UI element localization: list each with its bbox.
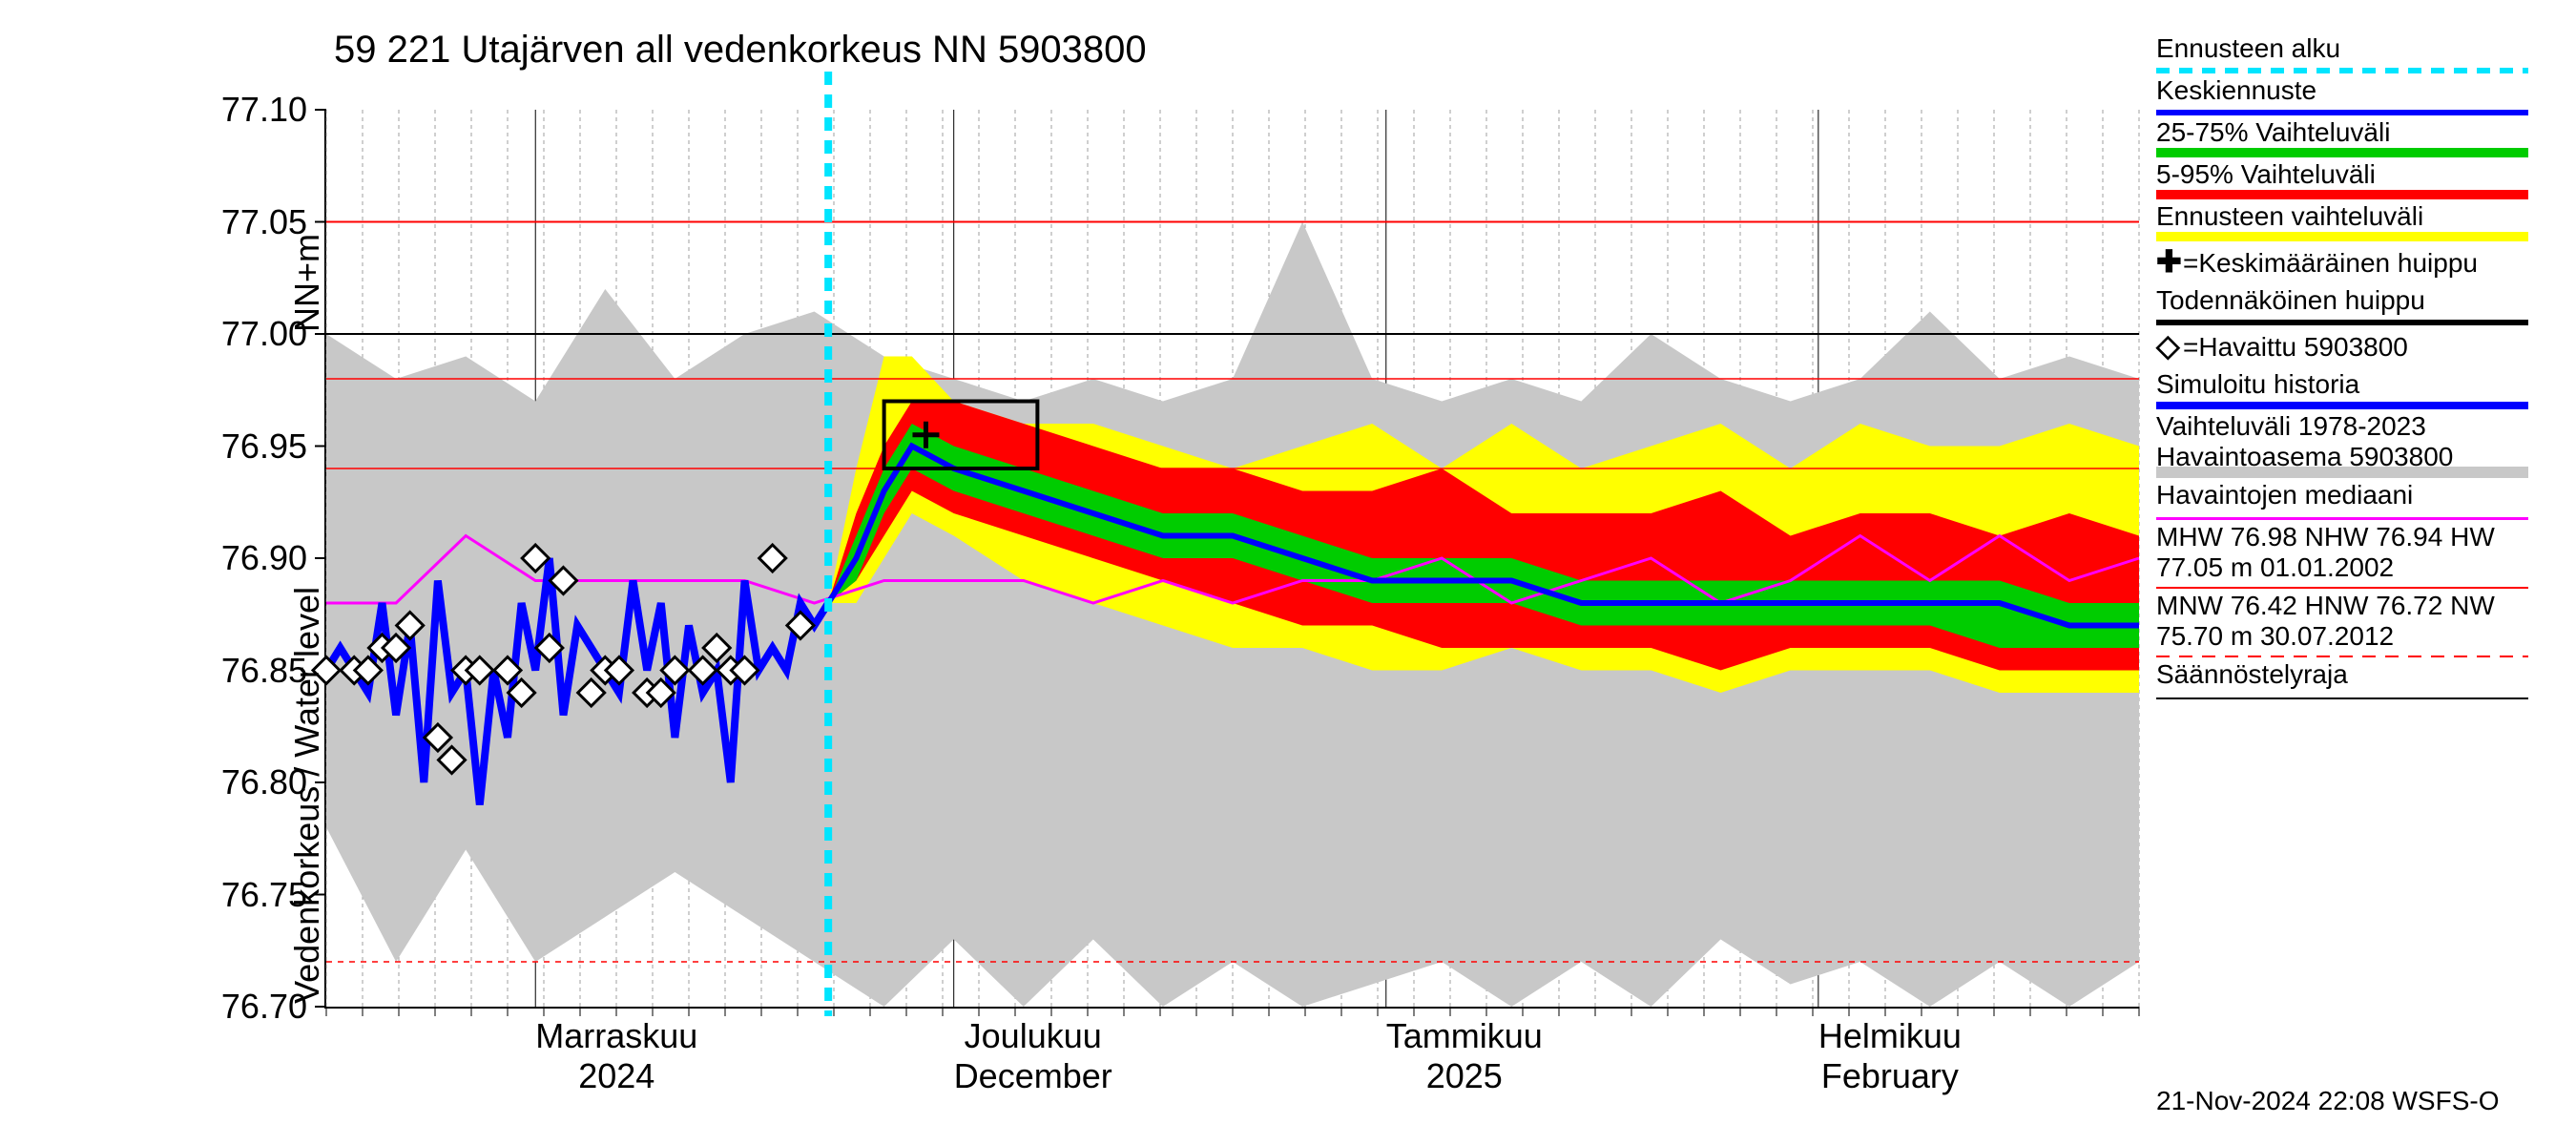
legend-line: [2156, 697, 2528, 699]
chart-container: 59 221 Utajärven all vedenkorkeus NN 590…: [19, 19, 2557, 1126]
legend-item: MHW 76.98 NHW 76.94 HW 77.05 m 01.01.200…: [2156, 522, 2547, 591]
legend-label: 5-95% Vaihteluväli: [2156, 159, 2547, 190]
legend-item: Havaintojen mediaani: [2156, 480, 2547, 522]
legend-line: [2156, 320, 2528, 325]
legend-line: [2156, 148, 2528, 157]
plot-svg: [326, 110, 2139, 1007]
legend-item: ✚=Keskimääräinen huippu: [2156, 243, 2547, 285]
x-tick-label: Marraskuu 2024: [535, 1016, 697, 1096]
legend-line: [2156, 232, 2528, 241]
y-tick-label: 76.85: [221, 651, 307, 691]
legend-label: Havaintojen mediaani: [2156, 480, 2547, 510]
x-tick-label: Helmikuu February: [1818, 1016, 1962, 1096]
y-tick-label: 76.80: [221, 762, 307, 802]
legend-symbol: ✚: [2156, 243, 2179, 280]
legend-line: [2156, 190, 2528, 199]
legend-symbol: ◇: [2156, 327, 2179, 364]
legend-label: Ennusteen alku: [2156, 33, 2547, 64]
y-tick-label: 76.70: [221, 987, 307, 1027]
legend-label: Ennusteen vaihteluväli: [2156, 201, 2547, 232]
legend-label: =Havaittu 5903800: [2183, 332, 2408, 362]
legend-item: 25-75% Vaihteluväli: [2156, 117, 2547, 159]
x-tick-label: Tammikuu 2025: [1386, 1016, 1543, 1096]
legend-item: 5-95% Vaihteluväli: [2156, 159, 2547, 201]
legend: Ennusteen alku Keskiennuste 25-75% Vaihtel…: [2156, 33, 2547, 701]
x-tick-label: Joulukuu December: [954, 1016, 1112, 1096]
chart-title: 59 221 Utajärven all vedenkorkeus NN 590…: [334, 29, 1147, 72]
legend-item: Simuloitu historia: [2156, 369, 2547, 411]
legend-item: Vaihteluväli 1978-2023 Havaintoasema 590…: [2156, 411, 2547, 480]
legend-label: =Keskimääräinen huippu: [2183, 248, 2478, 278]
legend-line: [2156, 402, 2528, 409]
legend-item: Ennusteen alku: [2156, 33, 2547, 75]
legend-label: MHW 76.98 NHW 76.94 HW 77.05 m 01.01.200…: [2156, 522, 2547, 583]
legend-label: MNW 76.42 HNW 76.72 NW 75.70 m 30.07.201…: [2156, 591, 2547, 652]
y-tick-label: 77.00: [221, 314, 307, 354]
timestamp: 21-Nov-2024 22:08 WSFS-O: [2156, 1086, 2500, 1116]
y-tick-label: 76.75: [221, 875, 307, 915]
y-tick-label: 77.05: [221, 202, 307, 242]
legend-line: [2156, 587, 2528, 589]
legend-line: [2156, 68, 2528, 73]
legend-line: [2156, 110, 2528, 115]
y-tick-label: 76.95: [221, 427, 307, 467]
legend-item: Ennusteen vaihteluväli: [2156, 201, 2547, 243]
legend-label: Säännöstelyraja: [2156, 659, 2547, 690]
legend-item: ◇=Havaittu 5903800: [2156, 327, 2547, 369]
legend-label: 25-75% Vaihteluväli: [2156, 117, 2547, 148]
legend-label: Vaihteluväli 1978-2023 Havaintoasema 590…: [2156, 411, 2547, 472]
legend-line: [2156, 467, 2528, 478]
y-tick-label: 77.10: [221, 90, 307, 130]
legend-label: Todennäköinen huippu: [2156, 285, 2547, 316]
legend-item: MNW 76.42 HNW 76.72 NW 75.70 m 30.07.201…: [2156, 591, 2547, 659]
plot-area: Vedenkorkeus / Water level NN+m 76.7076.…: [324, 110, 2139, 1009]
legend-line: [2156, 656, 2528, 657]
y-tick-label: 76.90: [221, 538, 307, 578]
legend-item: Keskiennuste: [2156, 75, 2547, 117]
legend-item: Säännöstelyraja: [2156, 659, 2547, 701]
legend-line: [2156, 517, 2528, 520]
legend-label: Keskiennuste: [2156, 75, 2547, 106]
legend-item: Todennäköinen huippu: [2156, 285, 2547, 327]
legend-label: Simuloitu historia: [2156, 369, 2547, 400]
